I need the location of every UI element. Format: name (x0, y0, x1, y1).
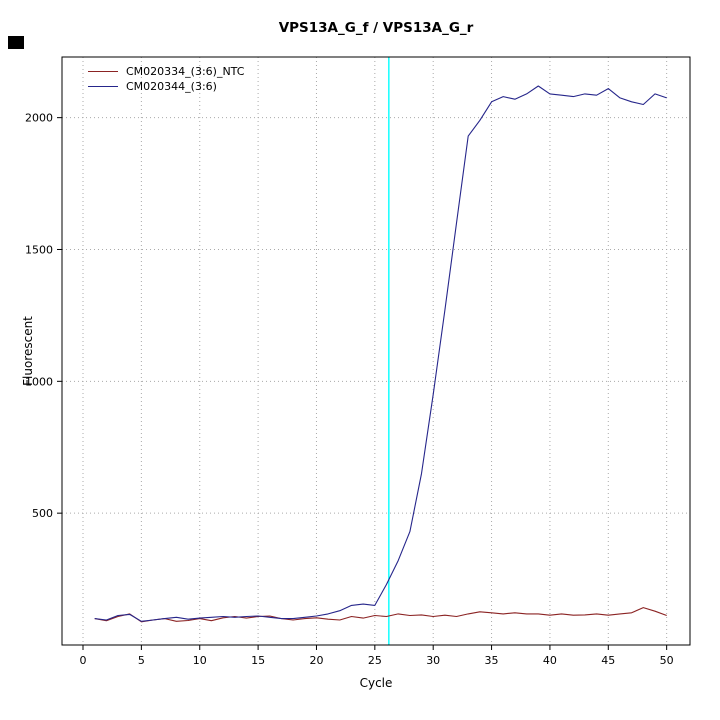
legend-line-ntc-icon (88, 71, 118, 72)
legend-label-ntc: CM020334_(3:6)_NTC (126, 65, 245, 78)
x-tick-label: 20 (309, 654, 323, 667)
legend-item-sample: CM020344_(3:6) (88, 79, 244, 94)
x-tick-label: 45 (601, 654, 615, 667)
x-tick-label: 25 (368, 654, 382, 667)
x-tick-label: 0 (80, 654, 87, 667)
x-tick-label: 15 (251, 654, 265, 667)
y-tick-label: 2000 (25, 112, 53, 125)
x-tick-label: 50 (660, 654, 674, 667)
corner-marker (8, 36, 24, 49)
chart-title: VPS13A_G_f / VPS13A_G_r (278, 20, 474, 36)
legend-label-sample: CM020344_(3:6) (126, 80, 217, 93)
legend-item-ntc: CM020334_(3:6)_NTC (88, 64, 244, 79)
legend: CM020334_(3:6)_NTC CM020344_(3:6) (88, 64, 244, 94)
x-tick-label: 30 (426, 654, 440, 667)
x-tick-label: 5 (138, 654, 145, 667)
y-tick-label: 1000 (25, 375, 53, 388)
y-tick-label: 500 (32, 507, 53, 520)
x-tick-label: 40 (543, 654, 557, 667)
x-tick-label: 35 (485, 654, 499, 667)
x-tick-label: 10 (193, 654, 207, 667)
series-line-1 (94, 85, 667, 622)
series-line-0 (94, 607, 667, 623)
x-axis-label: Cycle (359, 676, 393, 690)
legend-line-sample-icon (88, 86, 118, 87)
y-tick-label: 1500 (25, 243, 53, 256)
plot-border (61, 56, 691, 646)
